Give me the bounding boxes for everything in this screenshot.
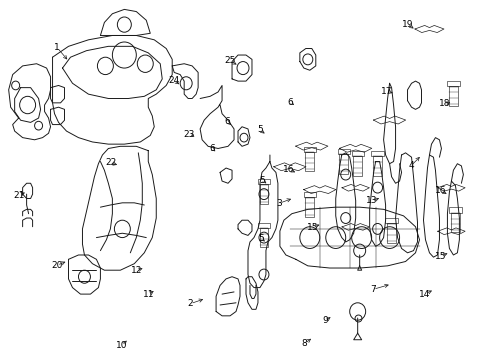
Bar <box>338 149 350 154</box>
Text: 23: 23 <box>183 130 195 139</box>
Text: 8: 8 <box>302 339 308 348</box>
Bar <box>386 219 398 224</box>
Text: 6: 6 <box>288 98 294 107</box>
Text: 5: 5 <box>260 176 266 185</box>
Bar <box>304 147 316 152</box>
Text: 20: 20 <box>51 261 63 270</box>
Bar <box>305 197 314 217</box>
Bar <box>305 152 314 171</box>
Text: 6: 6 <box>224 117 230 126</box>
Bar <box>449 86 458 106</box>
Text: 24: 24 <box>169 76 180 85</box>
Text: 2: 2 <box>188 299 193 308</box>
Bar <box>447 81 460 86</box>
Text: 9: 9 <box>323 316 328 325</box>
Text: 4: 4 <box>408 161 414 170</box>
Bar <box>351 151 364 156</box>
Text: 5: 5 <box>257 125 263 134</box>
Bar <box>451 212 460 232</box>
Text: 7: 7 <box>370 285 376 294</box>
Bar <box>258 223 270 228</box>
Bar <box>260 228 269 247</box>
Text: 14: 14 <box>419 289 431 298</box>
Text: 11: 11 <box>143 290 154 299</box>
Text: 17: 17 <box>381 86 392 95</box>
Bar <box>387 224 396 243</box>
Text: 25: 25 <box>224 57 236 66</box>
Bar <box>304 192 316 197</box>
Text: 1: 1 <box>54 43 60 52</box>
Text: 5: 5 <box>258 234 264 243</box>
Bar <box>258 179 270 184</box>
Text: 12: 12 <box>131 266 142 275</box>
Text: 3: 3 <box>276 199 282 208</box>
Text: 16: 16 <box>435 186 446 195</box>
Text: 22: 22 <box>105 158 116 167</box>
Text: 15: 15 <box>307 223 318 232</box>
Bar <box>339 154 348 174</box>
Text: 15: 15 <box>435 252 446 261</box>
Text: 18: 18 <box>439 99 450 108</box>
Bar <box>373 156 382 176</box>
Text: 19: 19 <box>401 19 413 28</box>
Text: 21: 21 <box>14 190 25 199</box>
Text: 13: 13 <box>367 196 378 205</box>
Bar <box>353 156 362 176</box>
Bar <box>260 184 269 204</box>
Text: 10: 10 <box>116 341 127 350</box>
Bar <box>449 207 462 212</box>
Text: 6: 6 <box>209 144 215 153</box>
Bar <box>371 151 384 156</box>
Text: 16: 16 <box>283 165 294 174</box>
